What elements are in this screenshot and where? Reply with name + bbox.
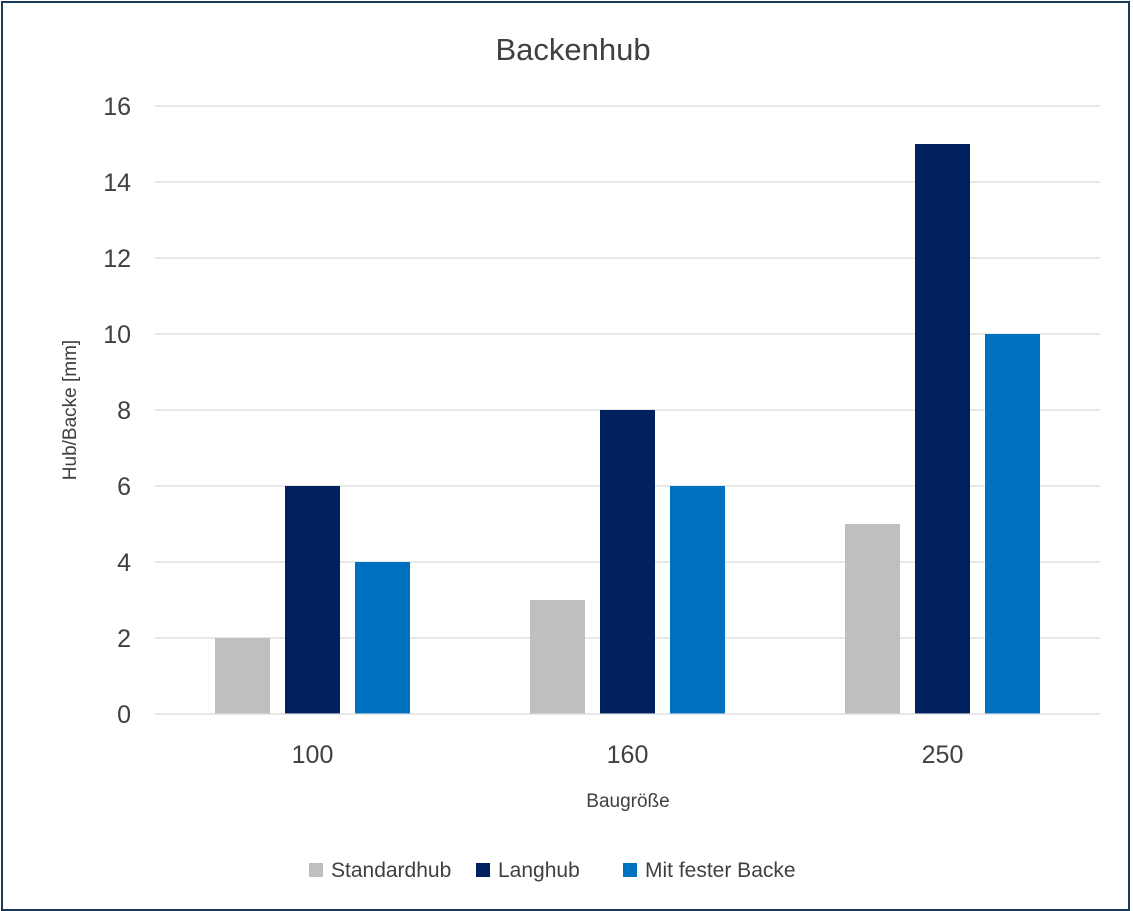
bar-mit-fester-backe-100	[355, 562, 410, 714]
bar-standardhub-160	[530, 600, 585, 714]
y-tick-label: 12	[103, 245, 131, 273]
legend-swatch	[623, 863, 637, 877]
chart-title: Backenhub	[495, 32, 650, 67]
bar-standardhub-250	[845, 524, 900, 714]
bar-langhub-250	[915, 144, 970, 714]
y-tick-label: 6	[117, 473, 131, 501]
legend-swatch	[476, 863, 490, 877]
bar-langhub-100	[285, 486, 340, 714]
y-axis-ticks: 0 2 4 6 8 10 12 14 16	[103, 93, 131, 729]
y-tick-label: 2	[117, 625, 131, 653]
x-axis-title: Baugröße	[586, 791, 669, 812]
legend-label: Mit fester Backe	[645, 859, 796, 882]
y-tick-label: 4	[117, 549, 131, 577]
y-tick-label: 10	[103, 321, 131, 349]
bar-standardhub-100	[215, 638, 270, 714]
x-tick-label: 100	[292, 741, 334, 769]
legend-swatch	[309, 863, 323, 877]
bar-mit-fester-backe-160	[670, 486, 725, 714]
legend-label: Langhub	[498, 859, 580, 882]
y-tick-label: 0	[117, 701, 131, 729]
y-axis-title: Hub/Backe [mm]	[60, 340, 81, 480]
bars	[215, 144, 1040, 714]
legend-label: Standardhub	[331, 859, 451, 882]
bar-langhub-160	[600, 410, 655, 714]
y-tick-label: 8	[117, 397, 131, 425]
x-axis-ticks: 100 160 250	[292, 741, 964, 769]
x-tick-label: 160	[607, 741, 649, 769]
bar-mit-fester-backe-250	[985, 334, 1040, 714]
y-tick-label: 14	[103, 169, 131, 197]
x-tick-label: 250	[922, 741, 964, 769]
y-tick-label: 16	[103, 93, 131, 121]
legend: Standardhub Langhub Mit fester Backe	[309, 859, 796, 882]
